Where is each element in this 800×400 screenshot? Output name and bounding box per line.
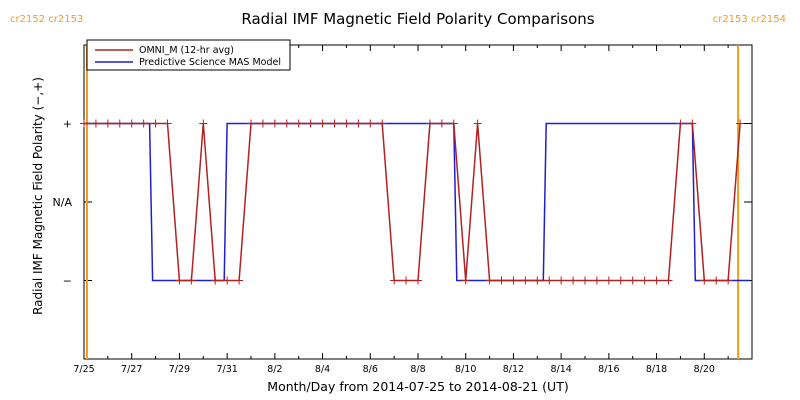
- y-tick-label: +: [63, 118, 72, 131]
- carrington-boundaries: [85, 45, 740, 359]
- x-tick-label: 8/4: [315, 364, 330, 375]
- y-tick-label: −: [63, 275, 72, 288]
- mas-model-series-line: [84, 122, 750, 282]
- x-tick-label: 8/8: [410, 364, 425, 375]
- x-tick-label: 7/31: [216, 364, 237, 375]
- legend-label-mas: Predictive Science MAS Model: [139, 57, 281, 68]
- y-tick-label: N/A: [53, 196, 73, 209]
- x-tick-label: 8/18: [646, 364, 667, 375]
- x-tick-label: 8/14: [550, 364, 571, 375]
- y-axis-label: Radial IMF Magnetic Field Polarity (−,+): [31, 77, 45, 315]
- series-layer: [80, 119, 750, 285]
- x-tick-label: 7/29: [169, 364, 190, 375]
- x-tick-label: 8/10: [455, 364, 476, 375]
- legend-box: [86, 39, 291, 71]
- chart-title: Radial IMF Magnetic Field Polarity Compa…: [241, 10, 594, 28]
- legend: OMNI_M (12-hr avg) Predictive Science MA…: [86, 39, 291, 71]
- x-tick-label: 7/25: [73, 364, 94, 375]
- x-tick-label: 8/16: [598, 364, 619, 375]
- x-axis-label: Month/Day from 2014-07-25 to 2014-08-21 …: [267, 379, 568, 394]
- x-tick-label: 7/27: [121, 364, 142, 375]
- x-tick-label: 8/20: [694, 364, 715, 375]
- legend-label-omni: OMNI_M (12-hr avg): [139, 45, 234, 56]
- x-tick-label: 8/2: [267, 364, 282, 375]
- cr-marker-right-label: cr2153 cr2154: [713, 14, 786, 25]
- x-tick-label: 8/12: [503, 364, 524, 375]
- cr-marker-left-label: cr2152 cr2153: [10, 14, 83, 25]
- x-tick-label: 8/6: [363, 364, 378, 375]
